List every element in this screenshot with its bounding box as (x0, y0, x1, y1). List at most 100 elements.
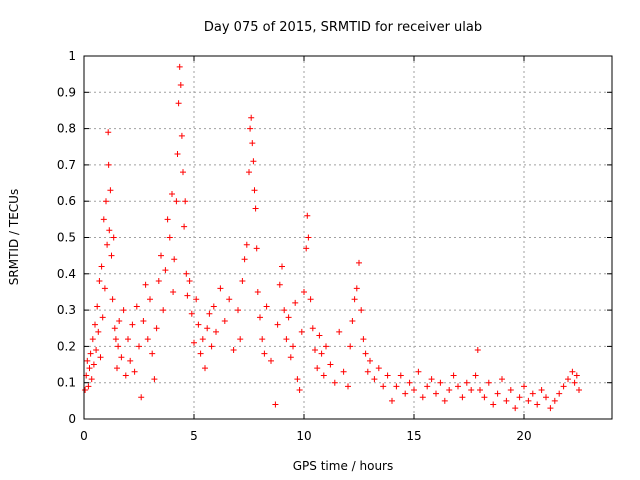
data-point (164, 216, 171, 223)
data-point (251, 187, 258, 194)
data-point (316, 332, 323, 339)
data-point (93, 347, 100, 354)
data-point (144, 336, 151, 343)
data-point (494, 390, 501, 397)
data-point (98, 263, 105, 270)
data-point (257, 314, 263, 321)
data-point (268, 357, 274, 364)
data-point (108, 252, 115, 259)
data-point (111, 325, 118, 332)
data-point (208, 343, 215, 350)
data-point (490, 401, 497, 408)
data-point (182, 198, 189, 205)
data-point (125, 336, 131, 343)
data-point (107, 187, 114, 194)
data-point (88, 376, 95, 383)
data-point (290, 343, 296, 350)
data-point (241, 256, 248, 263)
data-point (573, 372, 580, 379)
data-point (186, 278, 193, 285)
data-point (202, 365, 208, 372)
data-point (305, 234, 312, 241)
x-tick-label: 0 (80, 429, 88, 443)
data-point (556, 390, 563, 397)
data-point (158, 252, 164, 259)
data-point (340, 368, 347, 375)
data-point (347, 343, 354, 350)
x-tick-label: 20 (516, 429, 531, 443)
data-point (131, 368, 138, 375)
data-point (180, 169, 186, 176)
data-point (485, 379, 492, 386)
data-point (149, 350, 156, 357)
data-point (384, 372, 391, 379)
y-tick-label: 0.7 (57, 158, 76, 172)
data-point (303, 245, 310, 252)
data-point (296, 386, 303, 393)
data-point (100, 216, 107, 223)
data-point (178, 132, 185, 139)
data-point (547, 405, 554, 412)
data-point (136, 343, 142, 350)
data-point (525, 397, 532, 404)
data-point (104, 241, 111, 248)
data-point (279, 263, 285, 270)
data-point (336, 328, 343, 335)
data-point (99, 314, 106, 321)
data-point (176, 63, 183, 70)
x-axis-label: GPS time / hours (293, 459, 394, 473)
data-point (197, 350, 204, 357)
data-point (441, 397, 448, 404)
data-point (468, 386, 475, 393)
x-tick-labels: 0 5 10 15 20 (80, 429, 531, 443)
data-point (109, 296, 116, 303)
data-point (437, 379, 444, 386)
data-point (169, 190, 175, 197)
data-point (309, 325, 316, 332)
data-point (82, 386, 89, 393)
data-point (226, 296, 233, 303)
data-point (274, 321, 281, 328)
data-point (331, 379, 338, 386)
data-point (252, 205, 259, 212)
data-point (181, 223, 188, 230)
data-point (477, 386, 483, 393)
y-tick-label: 0.9 (57, 85, 76, 99)
data-point (101, 285, 108, 292)
y-tick-label: 0.2 (57, 339, 76, 353)
x-tick-label: 5 (190, 429, 198, 443)
data-point (292, 299, 299, 306)
data-point (455, 383, 461, 390)
data-point (175, 100, 182, 107)
data-point (362, 350, 369, 357)
data-point (140, 317, 147, 324)
data-point (281, 307, 288, 314)
data-point (367, 357, 373, 364)
data-point (138, 394, 145, 401)
x-tick-label: 15 (406, 429, 421, 443)
data-point (105, 129, 112, 136)
data-point (246, 169, 252, 176)
data-point (86, 365, 93, 372)
data-point (397, 372, 404, 379)
data-point (565, 376, 571, 383)
data-point (294, 376, 301, 383)
data-point (512, 405, 519, 412)
data-point (199, 336, 206, 343)
data-point (516, 394, 523, 401)
gridlines (84, 56, 612, 419)
data-point (206, 310, 213, 317)
data-point (287, 354, 294, 361)
data-point (247, 125, 254, 132)
data-point (415, 368, 422, 375)
data-point (424, 383, 431, 390)
data-point (84, 357, 91, 364)
data-point (106, 227, 113, 234)
data-point (560, 383, 567, 390)
data-point (92, 321, 98, 328)
data-point (356, 259, 362, 266)
data-point (551, 397, 558, 404)
data-point (183, 270, 190, 277)
y-tick-label: 0.6 (57, 194, 76, 208)
data-point (248, 114, 255, 121)
